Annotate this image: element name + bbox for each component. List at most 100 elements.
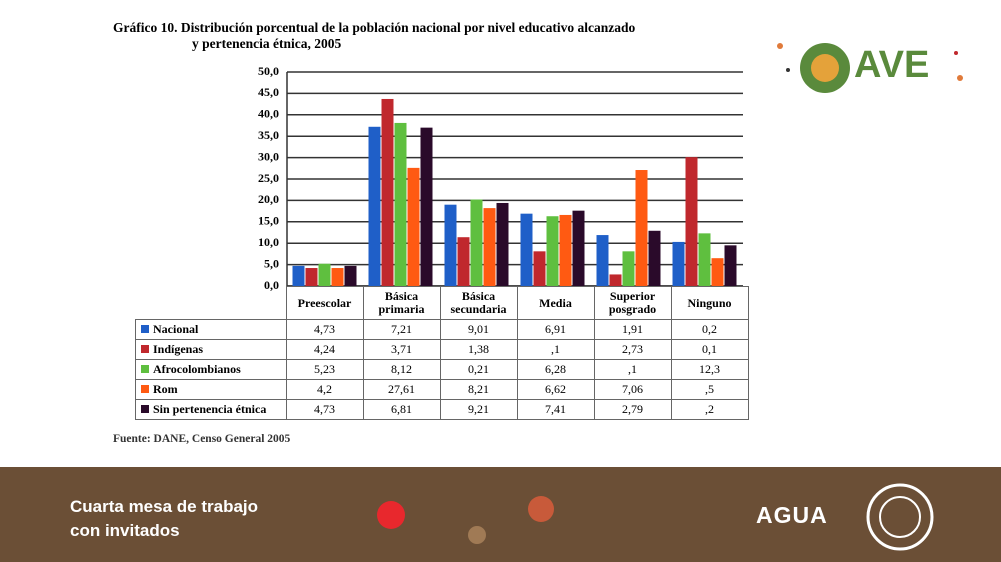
category-label: Superior posgrado	[593, 286, 672, 320]
table-cell: 3,71	[362, 339, 441, 360]
bar	[444, 204, 457, 286]
table-cell: ,2	[670, 399, 749, 420]
bar	[318, 263, 331, 286]
header-row: Preescolar Básica primaria Básica secundar…	[136, 286, 749, 320]
bar	[533, 251, 546, 286]
y-tick-label: 15,0	[258, 214, 279, 228]
corner-cell	[136, 287, 287, 320]
title-line: y pertenencia étnica, 2005	[192, 36, 342, 51]
bar	[394, 122, 407, 286]
table-cell: 9,21	[439, 399, 518, 420]
bar	[292, 265, 305, 286]
bar	[711, 258, 724, 286]
bar	[457, 237, 470, 286]
bar	[520, 213, 533, 286]
y-tick-label: 25,0	[258, 171, 279, 185]
table-row: Indígenas 4,24 3,71 1,38,1 2,73 0,1	[135, 339, 749, 360]
bar	[609, 274, 622, 286]
legend-label: Indígenas	[153, 342, 204, 356]
y-tick-label: 40,0	[258, 107, 279, 121]
logo-ave-icon	[777, 43, 963, 93]
decor	[377, 483, 934, 551]
bar	[559, 214, 572, 286]
footer-text: con invitados	[70, 521, 180, 540]
bar	[344, 265, 357, 286]
bar	[685, 157, 698, 286]
bar	[420, 127, 433, 286]
category-label: Básica primaria	[362, 286, 441, 320]
table-cell: 8,12	[362, 359, 441, 380]
data-table: Preescolar Básica primaria Básica secundar…	[135, 286, 749, 420]
category-label: Ninguno	[670, 286, 749, 320]
bar	[698, 233, 711, 286]
bar	[407, 167, 420, 286]
table-cell: 0,2	[670, 319, 749, 340]
logo-agua: AGUA	[756, 502, 828, 528]
table-cell: ,1	[516, 339, 595, 360]
table-row: Sin pertenencia étnica 4,73 6,81 9,21 7,41 2,…	[135, 399, 749, 420]
category-label: Preescolar	[285, 286, 364, 320]
table-cell: 4,73	[285, 399, 364, 420]
table-cell: 4,73	[285, 319, 364, 340]
table-cell: ,5	[670, 379, 749, 400]
bar	[368, 126, 381, 286]
footer-text: Cuarta mesa de trabajo	[70, 497, 259, 516]
footer-band	[0, 467, 1001, 562]
logo-ave: AVE	[770, 38, 970, 98]
bar	[622, 251, 635, 286]
bar	[648, 230, 661, 286]
y-tick-label: 10,0	[258, 235, 279, 249]
category-label: Básica secundaria	[439, 286, 518, 320]
y-tick-label: 5,0	[264, 256, 279, 270]
legend-cell: Afrocolombianos	[135, 359, 287, 380]
table-cell: 6,28	[516, 359, 595, 380]
category-label: Media	[516, 286, 595, 320]
bar	[496, 202, 509, 286]
table-cell: 4,24	[285, 339, 364, 360]
legend-cell: Nacional	[135, 319, 287, 340]
table-cell: 12,3	[670, 359, 749, 380]
table-row: Afrocolombianos 5,23 8,12 0,21 6,28,1 12,3	[135, 359, 749, 380]
bar	[470, 199, 483, 286]
table-cell: 27,61	[362, 379, 441, 400]
table-cell: 7,21	[362, 319, 441, 340]
table-row: Nacional 4,73 7,21 9,01 6,91 1,91 0,2	[135, 319, 749, 340]
bar	[331, 268, 344, 286]
table-cell: 7,41	[516, 399, 595, 420]
bar	[546, 216, 559, 286]
table-cell: 1,38	[439, 339, 518, 360]
legend-cell: Rom	[135, 379, 287, 400]
legend-swatch	[141, 345, 149, 353]
legend-swatch	[141, 405, 149, 413]
table-cell: 2,79	[593, 399, 672, 420]
legend-swatch	[141, 325, 149, 333]
legend-swatch	[141, 365, 149, 373]
table-cell: 5,23	[285, 359, 364, 380]
logo-ave-text: AVE	[854, 44, 930, 86]
y-tick-label: 35,0	[258, 128, 279, 142]
bar	[381, 98, 394, 287]
table-cell: 6,91	[516, 319, 595, 340]
table-cell: 0,21	[439, 359, 518, 380]
legend-swatch	[141, 385, 149, 393]
table-cell: 7,06	[593, 379, 672, 400]
y-tick-label: 30,0	[258, 149, 279, 163]
bar	[724, 245, 737, 286]
title-line: Gráfico 10. Distribución porcentual de l…	[113, 20, 636, 35]
table-cell: 2,73	[593, 339, 672, 360]
table-cell: 6,81	[362, 399, 441, 420]
source: Fuente: DANE, Censo General 2005	[113, 433, 291, 445]
table-cell: 6,62	[516, 379, 595, 400]
table-cell: 0,1	[670, 339, 749, 360]
chart-title: Gráfico 10. Distribución porcentual de l…	[113, 20, 635, 52]
bar	[672, 241, 685, 286]
bar	[572, 210, 585, 286]
table-cell: ,1	[593, 359, 672, 380]
table-cell: 1,91	[593, 319, 672, 340]
y-tick-label: 0,0	[264, 278, 279, 292]
legend-label: Afrocolombianos	[153, 362, 241, 376]
legend-cell: Sin pertenencia étnica	[135, 399, 287, 420]
table-cell: 4,2	[285, 379, 364, 400]
table-row: Rom 4,2 27,61 8,21 6,62 7,06,5	[135, 379, 749, 400]
